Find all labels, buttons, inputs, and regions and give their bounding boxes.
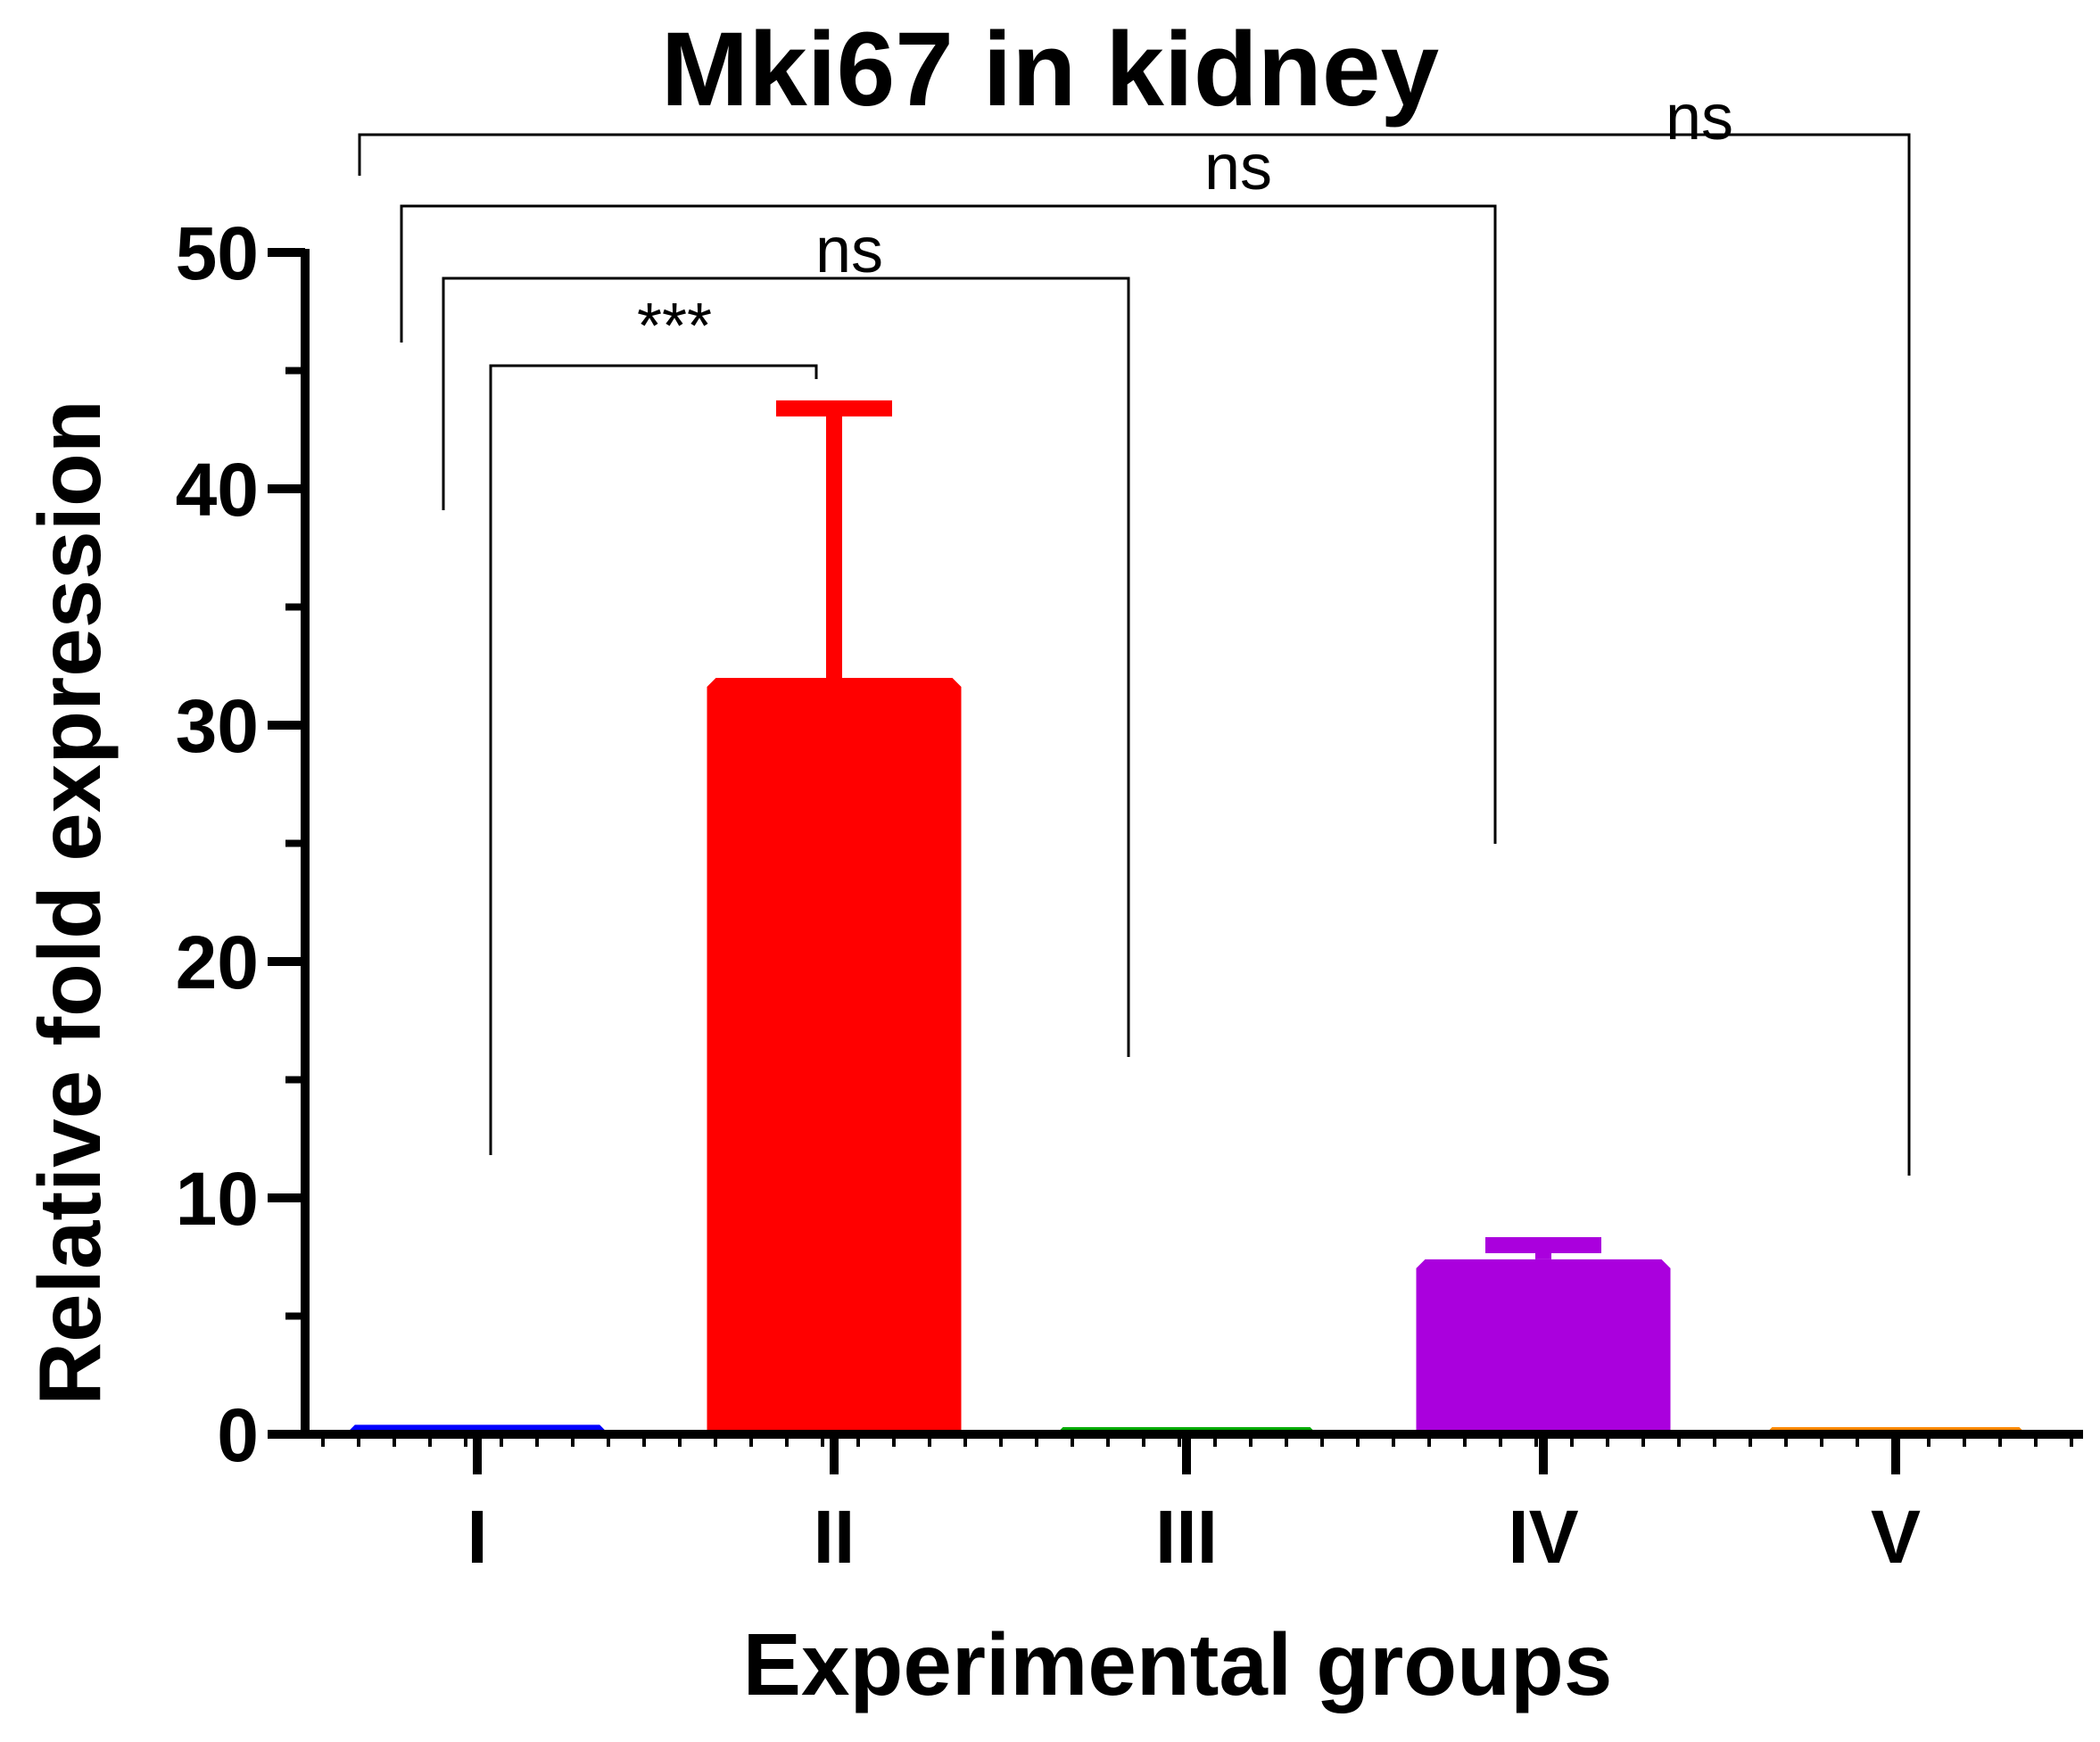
x-tick-label-II: II [814,1495,856,1579]
y-tick-label-0: 0 [217,1393,259,1477]
bar-IV [1416,1259,1671,1434]
bar-II [707,678,962,1434]
y-axis-label: Relative fold expression [21,400,119,1405]
y-tick-label-50: 50 [176,211,259,295]
significance-label-I-IV: ns [1204,132,1272,203]
significance-bracket-I-IV [400,204,1497,844]
significance-label-I-V: ns [1666,82,1733,153]
significance-bracket-I-II [489,364,818,1155]
y-tick-label-40: 40 [176,448,259,532]
y-tick-label-20: 20 [176,921,259,1004]
x-tick-label-V: V [1871,1495,1921,1579]
significance-bracket-I-III [442,277,1130,1057]
significance-bracket-I-V [358,133,1911,1176]
x-tick-label-I: I [467,1495,487,1579]
y-tick-label-10: 10 [176,1157,259,1241]
x-axis-label: Experimental groups [743,1615,1613,1713]
chart-title: Mki67 in kidney [661,11,1439,128]
x-tick-label-IV: IV [1508,1495,1578,1579]
significance-label-I-III: ns [815,215,883,286]
x-tick-label-III: III [1155,1495,1218,1579]
y-tick-label-30: 30 [176,684,259,768]
significance-label-I-II: *** [637,291,712,362]
